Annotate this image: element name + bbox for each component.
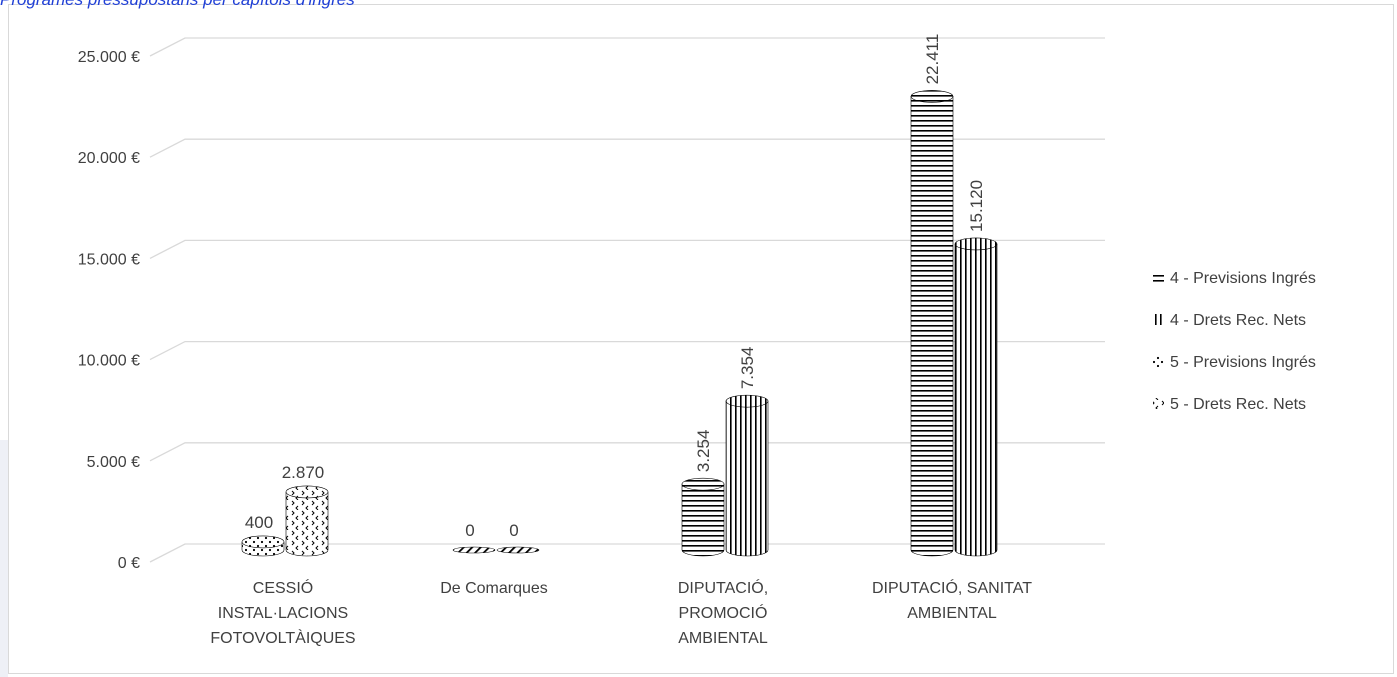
data-label: 0 (509, 521, 518, 540)
legend-entry: 4 - Drets Rec. Nets (1170, 312, 1306, 329)
data-label: 0 (465, 521, 474, 540)
y-tick-label: 15.000 € (78, 251, 140, 268)
category-label: FOTOVOLTÀIQUES (210, 628, 355, 647)
data-label: 7.354 (738, 347, 757, 390)
bar (285, 485, 329, 557)
bar (910, 90, 954, 557)
chart-frame (8, 4, 1394, 674)
category-label: De Comarques (440, 580, 548, 597)
category-label: INSTAL·LACIONS (218, 605, 348, 622)
legend-swatch (1153, 356, 1164, 367)
gridline (149, 37, 1105, 57)
category-label: PROMOCIÓ (679, 603, 768, 622)
data-label: 2.870 (282, 463, 325, 482)
data-label: 22.411 (923, 34, 942, 85)
bar (681, 477, 725, 557)
legend-entry: 4 - Previsions Ingrés (1170, 270, 1316, 287)
y-tick-label: 20.000 € (78, 150, 140, 167)
gridline (149, 543, 1105, 563)
legend-swatch (1153, 398, 1164, 409)
bar (496, 546, 540, 554)
category-label: AMBIENTAL (678, 630, 768, 647)
gridline (149, 340, 1105, 361)
legend-swatch (1153, 314, 1164, 325)
bar (725, 394, 769, 557)
side-strip (0, 440, 8, 677)
legend-swatch (1153, 272, 1164, 283)
gridline (149, 239, 1105, 259)
bar (954, 237, 998, 557)
category-label: CESSIÓ (253, 578, 313, 597)
legend-entry: 5 - Previsions Ingrés (1170, 354, 1316, 371)
y-tick-label: 0 € (118, 555, 140, 572)
bar (241, 535, 285, 557)
category-label: DIPUTACIÓ, SANITAT (872, 578, 1032, 597)
gridline (149, 442, 1105, 462)
category-label: AMBIENTAL (907, 605, 997, 622)
legend-entry: 5 - Drets Rec. Nets (1170, 396, 1306, 413)
gridline (149, 138, 1105, 158)
data-label: 15.120 (967, 180, 986, 232)
y-tick-label: 5.000 € (87, 454, 140, 471)
category-label: DIPUTACIÓ, (678, 578, 768, 597)
y-tick-label: 10.000 € (78, 353, 140, 370)
bar (452, 546, 496, 554)
data-label: 3.254 (694, 430, 713, 473)
y-tick-label: 25.000 € (78, 49, 140, 66)
data-label: 400 (245, 513, 273, 532)
page-title: Programes pressupostaris per capítols d'… (0, 0, 355, 10)
